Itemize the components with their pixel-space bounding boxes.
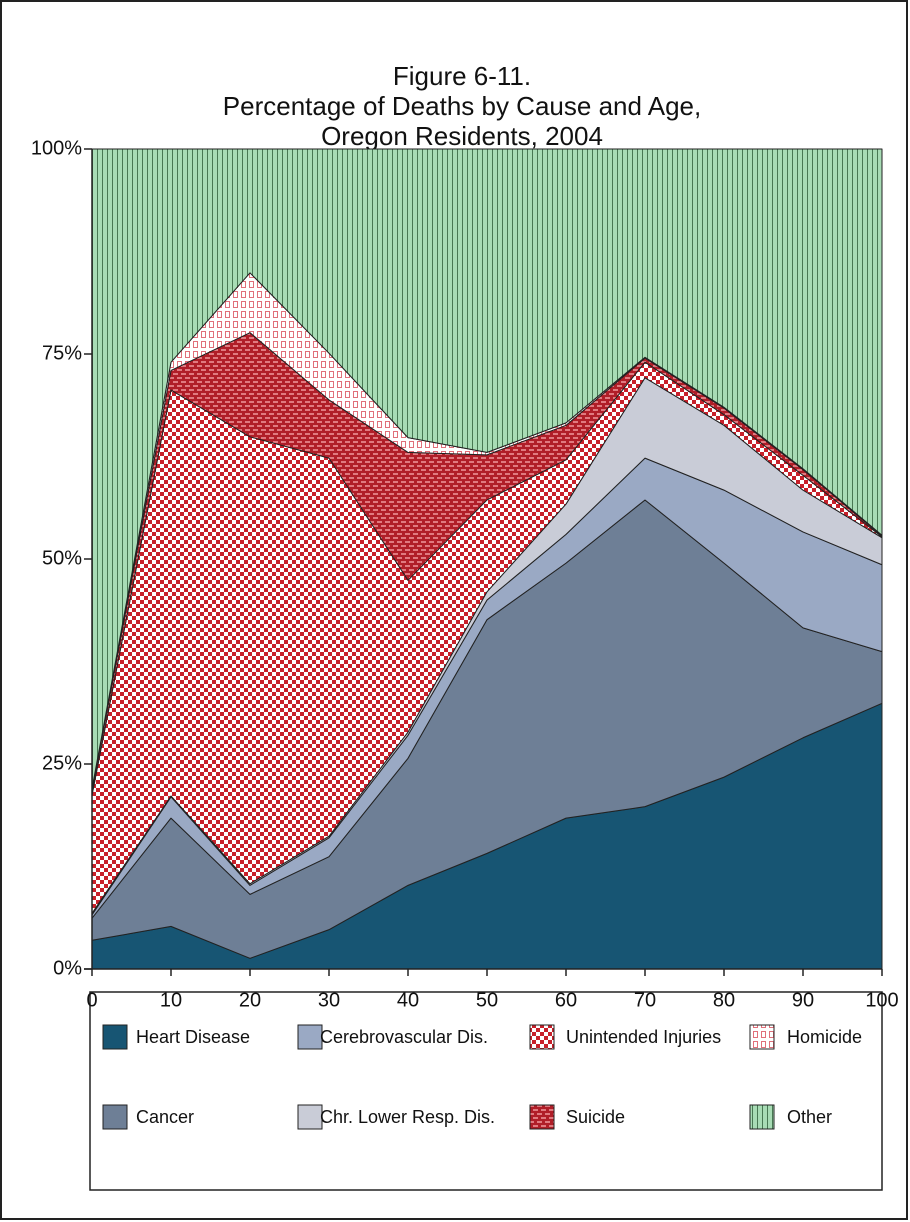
legend-swatch [529,1104,555,1130]
x-tick-label: 50 [476,989,498,1011]
legend-label: Cancer [136,1107,194,1127]
x-tick-label: 20 [239,989,261,1011]
legend-swatch [529,1024,555,1050]
x-tick-label: 10 [160,989,182,1011]
chart-title: Figure 6-11. [393,61,531,91]
y-tick-label: 100% [31,137,82,159]
legend-swatch [297,1024,323,1050]
legend-swatch [749,1104,775,1130]
legend-swatch [102,1024,128,1050]
x-tick-label: 30 [318,989,340,1011]
legend-label: Unintended Injuries [566,1027,721,1047]
chart-title: Percentage of Deaths by Cause and Age, [223,91,701,121]
x-tick-label: 100 [865,989,898,1011]
y-tick-label: 25% [42,752,82,774]
x-tick-label: 40 [397,989,419,1011]
y-tick-label: 0% [53,957,82,979]
x-tick-label: 60 [555,989,577,1011]
legend-label: Other [787,1107,832,1127]
legend-label: Cerebrovascular Dis. [320,1027,488,1047]
legend-label: Chr. Lower Resp. Dis. [320,1107,495,1127]
x-tick-label: 0 [86,989,97,1011]
legend-swatch [102,1104,128,1130]
chart-title: Oregon Residents, 2004 [321,121,603,151]
legend-swatch [297,1104,323,1130]
x-tick-label: 70 [634,989,656,1011]
x-tick-label: 80 [713,989,735,1011]
x-tick-label: 90 [792,989,814,1011]
y-tick-label: 75% [42,342,82,364]
legend-label: Heart Disease [136,1027,250,1047]
area [91,148,883,790]
legend-label: Homicide [787,1027,862,1047]
y-tick-label: 50% [42,547,82,569]
legend-swatch [749,1024,775,1050]
legend-box [89,991,883,1191]
legend-label: Suicide [566,1107,625,1127]
